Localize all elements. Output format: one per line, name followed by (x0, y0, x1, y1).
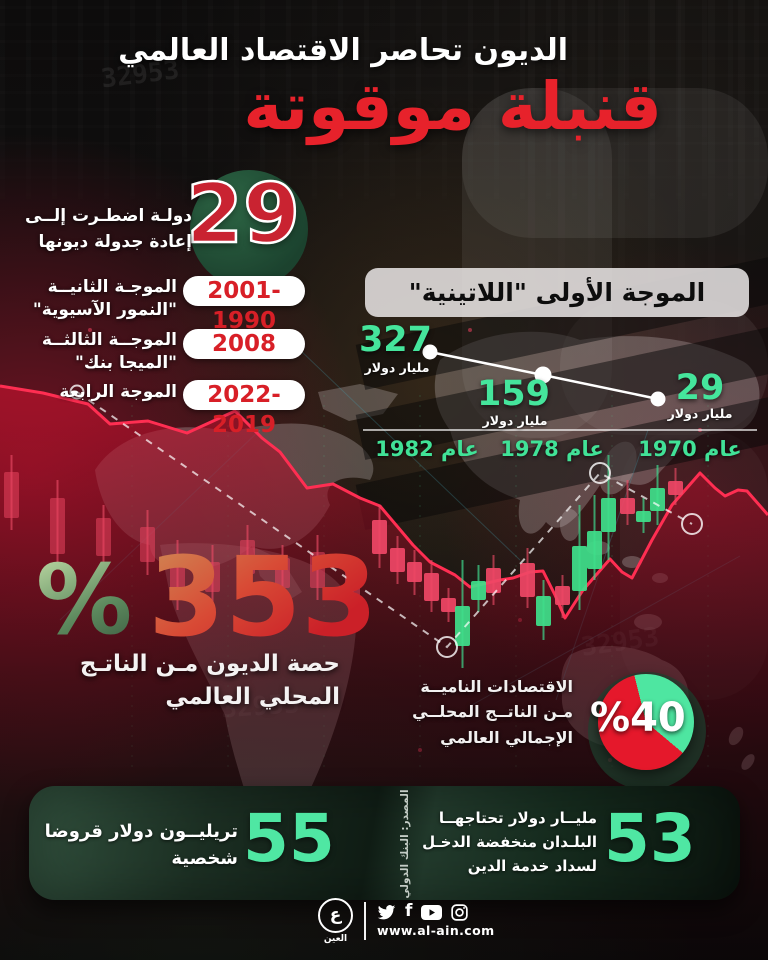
wave2-period-pill: 2001-1990 (183, 276, 305, 334)
green-circle-decor (190, 170, 308, 288)
wave2-title: الموجـة الثانيــة (47, 277, 177, 297)
twitter-icon[interactable] (377, 904, 396, 921)
wave3-title: الموجــة الثالثــة (41, 330, 177, 350)
wave4-title: الموجة الرابعة (59, 382, 177, 402)
alain-logo-text: العين (323, 934, 348, 944)
stat-53-label-line3: لسداد خدمة الدين (467, 857, 597, 875)
stat-29-value: 29 (185, 167, 302, 262)
wave2-label: الموجـة الثانيــة "النمور الآسيوية" (20, 276, 177, 323)
pie-label: الاقتصادات الناميــة مـن الناتــج المحلـ… (412, 674, 573, 750)
stat-53-value: 53 (604, 800, 696, 877)
point-1978-value: 159 (476, 374, 550, 414)
stat-29-label-line2: إعادة جدولة ديونها (38, 231, 192, 252)
wave3-subtitle: "الميجا بنك" (75, 353, 177, 374)
stat-53-label-line2: البلـدان منخفضة الدخـل (422, 833, 597, 851)
wave1-header: الموجة الأولى "اللاتينية" (365, 268, 749, 317)
alain-logo-icon: ع (318, 898, 353, 933)
pie-label-line1: الاقتصادات الناميــة (420, 677, 573, 696)
stat-353-label-line2: المحلي العالمي (165, 683, 340, 710)
social-links: f www.al-ain.com (377, 901, 495, 939)
alain-logo[interactable]: ع العين (318, 898, 353, 944)
stat-353-value: 353 (148, 533, 378, 661)
stat-353-group: % 353 (36, 542, 378, 652)
stat-55-label-line2: شخصية (171, 848, 238, 869)
page-title: قنبلة موقوتة (243, 68, 662, 145)
bottom-stats-panel (29, 786, 740, 900)
point-1982-value: 327 (358, 320, 432, 360)
point-1970-unit: مليار دولار (667, 406, 733, 421)
stat-353-label-line1: حصة الديون مـن الناتـج (79, 651, 340, 677)
kicker-title: الديون تحاصر الاقتصاد العالمي (118, 33, 568, 68)
stat-29-label-line1: دولـة اضطـرت إلــى (25, 206, 192, 226)
axis-year-1970: عام 1970 (638, 437, 742, 461)
wave1-line-chart-marks (363, 344, 757, 431)
youtube-icon[interactable] (421, 905, 443, 920)
source-note: المصدر: البنك الدولي (399, 789, 411, 899)
footer-divider (364, 902, 366, 940)
stat-53-label: مليــار دولار تحتاجهــا البلـدان منخفضة … (422, 806, 597, 878)
wave4-period-pill: 2022-2019 (183, 380, 305, 438)
dashed-guide-line (69, 384, 703, 658)
stat-29-label: دولـة اضطـرت إلــى إعادة جدولة ديونها (25, 204, 192, 255)
pie-chart-40 (598, 674, 694, 770)
wave3-period-pill: 2008 (183, 329, 305, 359)
site-url[interactable]: www.al-ain.com (377, 923, 495, 938)
stat-353-label: حصة الديون مـن الناتـج المحلي العالمي (28, 648, 340, 713)
stat-55-label: تريليــون دولار قروضا شخصية (44, 818, 238, 872)
axis-year-1982: عام 1982 (375, 437, 479, 461)
pie-value: %40 (590, 695, 686, 741)
candlesticks (4, 455, 683, 668)
point-1970-value: 29 (675, 368, 725, 408)
instagram-icon[interactable] (451, 904, 469, 921)
stock-ticker-texture (0, 0, 768, 230)
percent-sign: % (36, 544, 133, 656)
stat-53-label-line1: مليــار دولار تحتاجهــا (438, 809, 597, 827)
pie-label-line3: الإجمالي العالمي (440, 727, 573, 747)
wave2-subtitle: "النمور الآسيوية" (32, 300, 177, 321)
point-1978-unit: مليار دولار (482, 413, 548, 428)
stat-55-value: 55 (243, 800, 335, 877)
wave3-label: الموجــة الثالثــة "الميجا بنك" (20, 329, 177, 376)
pie-label-line2: مـن الناتــج المحلــي (412, 702, 573, 722)
axis-year-1978: عام 1978 (500, 437, 604, 461)
footer-brand-bar: ع العين f www.al-ain.com (318, 898, 495, 944)
social-icons-row: f (377, 901, 495, 921)
stat-55-label-line1: تريليــون دولار قروضا (44, 821, 238, 842)
wave4-label: الموجة الرابعة (20, 381, 177, 404)
facebook-icon[interactable]: f (405, 901, 413, 921)
point-1982-unit: مليار دولار (364, 360, 430, 375)
